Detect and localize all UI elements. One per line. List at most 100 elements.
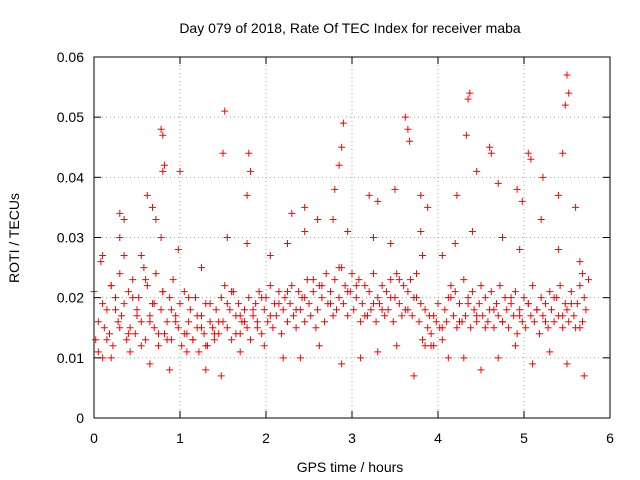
- data-point: [529, 360, 537, 368]
- data-point: [152, 270, 160, 278]
- data-point: [150, 300, 158, 308]
- data-point: [381, 312, 389, 320]
- data-point: [511, 288, 519, 296]
- data-point: [451, 240, 459, 248]
- data-point: [116, 234, 124, 241]
- data-point: [228, 288, 236, 296]
- x-tick-label: 4: [434, 430, 442, 446]
- data-point: [443, 318, 451, 326]
- data-point: [335, 161, 343, 169]
- data-point: [556, 282, 564, 290]
- data-point: [473, 318, 481, 326]
- data-point: [107, 354, 115, 362]
- data-point: [186, 306, 194, 314]
- data-point: [159, 167, 167, 175]
- data-point: [99, 252, 107, 260]
- data-point: [468, 227, 476, 235]
- data-point: [202, 342, 210, 350]
- data-point: [481, 324, 489, 332]
- data-point: [361, 282, 369, 290]
- data-point: [284, 288, 291, 296]
- data-point: [417, 191, 425, 199]
- data-point: [217, 294, 225, 302]
- chart-title: Day 079 of 2018, Rate Of TEC Index for r…: [179, 20, 521, 36]
- data-point: [361, 312, 369, 320]
- data-point: [374, 197, 382, 205]
- data-point: [200, 330, 208, 338]
- data-point: [567, 288, 575, 296]
- data-point: [195, 348, 203, 356]
- data-point: [166, 366, 174, 374]
- data-point: [473, 312, 481, 320]
- data-point: [358, 300, 366, 308]
- data-point: [133, 312, 141, 320]
- data-point: [185, 318, 193, 326]
- data-point: [533, 306, 541, 314]
- data-point: [447, 294, 455, 302]
- data-point: [112, 306, 119, 314]
- data-point: [157, 306, 165, 314]
- data-point: [548, 306, 556, 314]
- data-point: [245, 149, 253, 157]
- data-point: [559, 149, 567, 157]
- data-point: [120, 215, 128, 223]
- data-point: [155, 330, 162, 338]
- data-point: [398, 312, 406, 320]
- data-point: [118, 312, 126, 320]
- data-point: [357, 318, 365, 326]
- data-point: [338, 143, 346, 151]
- data-point: [281, 294, 289, 302]
- data-point: [406, 137, 414, 145]
- data-point: [142, 276, 150, 284]
- data-point: [427, 330, 435, 338]
- data-point: [382, 288, 390, 296]
- data-point: [520, 294, 528, 302]
- data-point: [499, 318, 506, 326]
- data-point: [355, 276, 363, 284]
- data-point: [499, 234, 506, 241]
- data-point: [447, 282, 455, 290]
- data-point: [460, 354, 468, 362]
- data-point: [174, 324, 182, 332]
- data-point: [507, 300, 515, 308]
- data-point: [167, 306, 175, 314]
- data-point: [518, 197, 526, 205]
- data-point: [180, 330, 188, 338]
- data-point: [140, 264, 148, 272]
- data-point: [365, 191, 373, 199]
- data-point: [215, 318, 223, 326]
- data-point: [516, 306, 524, 314]
- data-point: [473, 167, 481, 175]
- data-point: [365, 288, 373, 296]
- data-point: [378, 306, 386, 314]
- data-point: [305, 300, 313, 308]
- data-point: [424, 324, 432, 332]
- data-point: [247, 336, 255, 344]
- data-point: [290, 312, 298, 320]
- data-point: [191, 294, 199, 302]
- data-point: [490, 324, 498, 332]
- data-point: [513, 330, 521, 338]
- data-point: [417, 227, 425, 235]
- data-point: [441, 306, 449, 314]
- data-point: [496, 282, 504, 290]
- data-point: [391, 185, 399, 193]
- y-tick-label: 0: [76, 410, 84, 426]
- y-tick-label: 0.01: [57, 350, 84, 366]
- data-point: [490, 306, 498, 314]
- data-point: [449, 312, 457, 320]
- data-point: [129, 294, 137, 302]
- data-point: [174, 246, 182, 254]
- data-point: [320, 318, 328, 326]
- data-point: [576, 258, 584, 266]
- data-point: [176, 167, 184, 175]
- data-point: [501, 294, 509, 302]
- data-point: [565, 89, 573, 97]
- data-point: [266, 312, 274, 320]
- data-point: [464, 300, 472, 308]
- data-point: [143, 191, 151, 199]
- data-point: [94, 348, 102, 356]
- x-tick-label: 1: [176, 430, 184, 446]
- data-point: [468, 288, 476, 296]
